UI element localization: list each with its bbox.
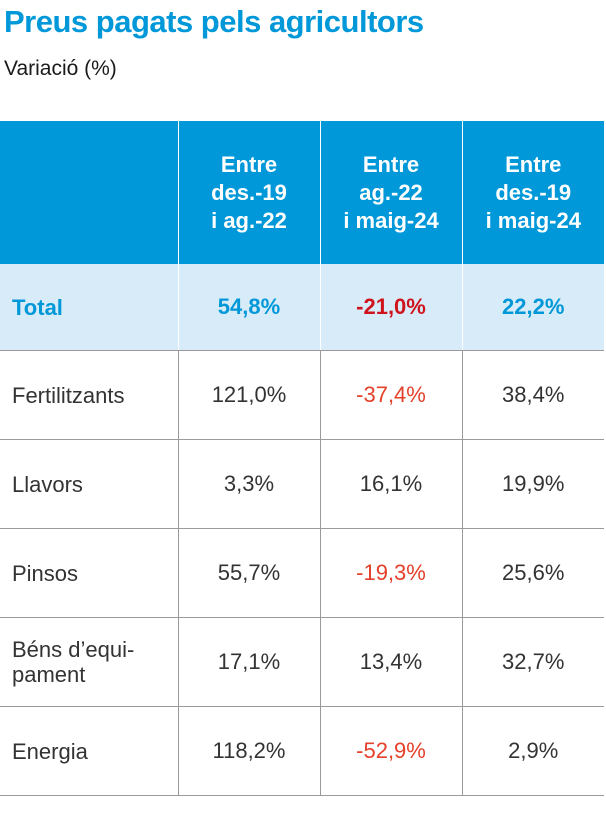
- value-cell: 54,8%: [177, 264, 320, 351]
- value-cell: 17,1%: [177, 617, 320, 707]
- table-row: Pinsos 55,7% -19,3% 25,6%: [0, 528, 604, 618]
- chart-subtitle: Variació (%): [4, 57, 117, 80]
- header-row: Entre des.-19 i ag.-22 Entre ag.-22 i ma…: [0, 121, 604, 264]
- value-cell: 25,6%: [461, 528, 604, 618]
- table-body: Total 54,8% -21,0% 22,2% Fertilitzants 121,0%…: [0, 264, 604, 796]
- price-variation-table: Entre des.-19 i ag.-22 Entre ag.-22 i ma…: [0, 121, 604, 796]
- row-label-line: Béns d’equi-: [12, 637, 135, 662]
- row-label-line: Total: [12, 294, 63, 320]
- row-label-line: pament: [12, 662, 86, 687]
- value-cell: 55,7%: [177, 528, 320, 618]
- value-cell: 118,2%: [177, 706, 320, 796]
- value-cell: -21,0%: [319, 264, 462, 351]
- value-cell: -19,3%: [319, 528, 462, 618]
- value-cell: 38,4%: [461, 350, 604, 440]
- value-cell: 32,7%: [461, 617, 604, 707]
- header-line: Entre: [362, 151, 420, 177]
- header-period-3: Entre des.-19 i maig-24: [461, 121, 604, 264]
- row-label: Llavors: [0, 439, 178, 529]
- table-row: Béns d’equi-pament 17,1% 13,4% 32,7%: [0, 617, 604, 707]
- value-cell: -37,4%: [319, 350, 462, 440]
- value-cell: 16,1%: [319, 439, 462, 529]
- table-row: Energia 118,2% -52,9% 2,9%: [0, 706, 604, 796]
- row-label-line: Llavors: [12, 471, 83, 497]
- value-cell: 2,9%: [461, 706, 604, 796]
- row-label-line: Fertilitzants: [12, 382, 125, 408]
- header-period-1: Entre des.-19 i ag.-22: [177, 121, 320, 264]
- value-cell: 13,4%: [319, 617, 462, 707]
- row-label: Pinsos: [0, 528, 178, 618]
- header-empty-cell: [0, 121, 178, 264]
- row-label: Fertilitzants: [0, 350, 178, 440]
- value-cell: -52,9%: [319, 706, 462, 796]
- row-label-line: Pinsos: [12, 560, 79, 586]
- header-line: Entre: [220, 151, 278, 177]
- table-row: Fertilitzants 121,0% -37,4% 38,4%: [0, 350, 604, 440]
- row-label: Energia: [0, 706, 178, 796]
- row-label: Béns d’equi-pament: [0, 617, 178, 707]
- header-period-2: Entre ag.-22 i maig-24: [319, 121, 462, 264]
- header-line: des.-19: [495, 179, 572, 205]
- row-label-line: Energia: [12, 738, 88, 764]
- header-line: Entre: [505, 151, 562, 177]
- value-cell: 22,2%: [461, 264, 604, 351]
- chart-title: Preus pagats pels agricultors: [4, 4, 424, 39]
- value-cell: 121,0%: [177, 350, 320, 440]
- header-line: i maig-24: [343, 207, 439, 233]
- total-row: Total 54,8% -21,0% 22,2%: [0, 264, 604, 351]
- value-cell: 19,9%: [461, 439, 604, 529]
- header-line: i maig-24: [485, 207, 581, 233]
- row-label: Total: [0, 264, 178, 351]
- header-line: ag.-22: [359, 179, 423, 205]
- header-line: des.-19: [211, 179, 287, 205]
- value-cell: 3,3%: [177, 439, 320, 529]
- table-row: Llavors 3,3% 16,1% 19,9%: [0, 439, 604, 529]
- header-line: i ag.-22: [211, 207, 287, 233]
